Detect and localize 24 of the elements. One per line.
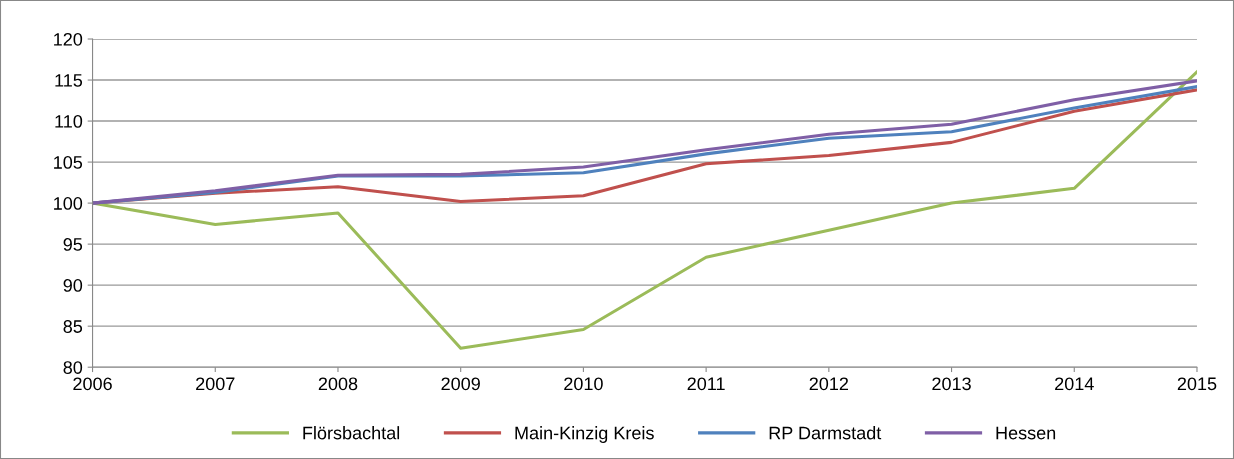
x-tick-label: 2007 — [196, 377, 235, 391]
x-tick-label: 2011 — [687, 377, 725, 391]
y-tick-label: 90 — [63, 279, 83, 292]
y-tick-label: 80 — [63, 361, 83, 374]
legend-label: Main-Kinzig Kreis — [515, 426, 654, 443]
legend-label: RP Darmstadt — [769, 426, 882, 440]
legend-label: Flörsbachtal — [303, 426, 400, 440]
x-tick-label: 2014 — [1055, 377, 1094, 391]
x-tick-label: 2010 — [564, 377, 603, 391]
legend-label: Hessen — [996, 426, 1056, 440]
line-series — [92, 70, 1197, 350]
x-tick-label: 2009 — [441, 377, 480, 391]
y-tick-label: 100 — [54, 197, 83, 210]
y-tick-label: 85 — [63, 320, 83, 333]
y-tick-label: 120 — [54, 32, 83, 46]
y-tick-label: 115 — [55, 74, 83, 87]
x-tick-label: 2013 — [932, 377, 971, 391]
y-tick-label: 95 — [63, 238, 83, 251]
x-tick-label: 2015 — [1177, 377, 1217, 391]
x-tick-label: 2006 — [73, 377, 112, 391]
x-tick-label: 2008 — [318, 377, 358, 391]
y-tick-label: 105 — [54, 156, 83, 169]
x-tick-label: 2012 — [809, 377, 849, 391]
y-tick-label: 110 — [55, 115, 83, 128]
